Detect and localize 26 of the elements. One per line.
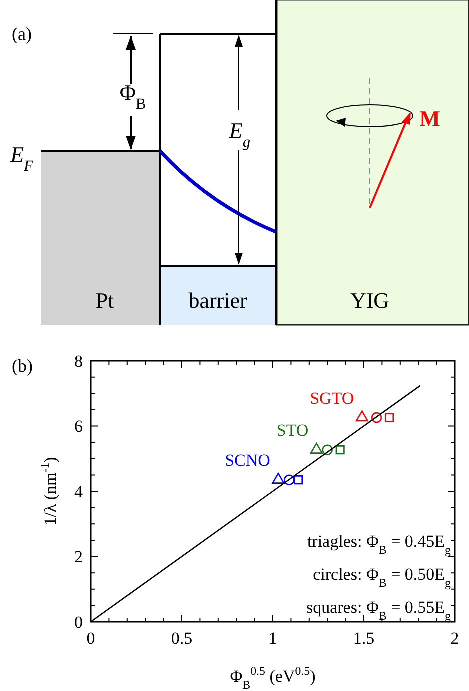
annotation: SCNO	[225, 451, 270, 470]
annotation: SGTO	[310, 388, 354, 408]
text: E$_{F}$	[10, 142, 34, 174]
annotation: STO	[276, 421, 309, 440]
text: Pt	[96, 288, 114, 313]
y-tick-label: 4	[74, 482, 84, 502]
y-tick-label: 0	[74, 612, 83, 632]
point	[356, 410, 368, 422]
y-tick-label: 8	[74, 352, 83, 371]
x-tick-label: 0.5	[171, 629, 193, 648]
x-tick-label: 0	[86, 629, 96, 648]
x-axis-title: Φ$_{B}$$^{0.5}$ (eV$^{0.5}$)	[230, 664, 316, 691]
text: E$_{g}$	[228, 118, 251, 150]
text: Φ$_{B}$	[120, 80, 146, 112]
text: YIG	[350, 288, 390, 313]
annotation: triagles: Φ$_{B}$ = 0.45E$_{g}$	[307, 532, 452, 557]
text: M	[420, 106, 441, 131]
text: barrier	[188, 288, 248, 313]
x-tick-label: 1.5	[353, 629, 375, 648]
y-tick-label: 2	[74, 548, 83, 567]
y-tick-label: 6	[74, 417, 83, 436]
x-tick-label: 2	[450, 629, 460, 648]
chart-title: (b)	[12, 356, 33, 376]
x-tick-label: 1	[268, 629, 278, 648]
text: (a)	[12, 24, 32, 44]
annotation: circles: Φ$_{B}$ = 0.50E$_{g}$	[313, 565, 452, 590]
